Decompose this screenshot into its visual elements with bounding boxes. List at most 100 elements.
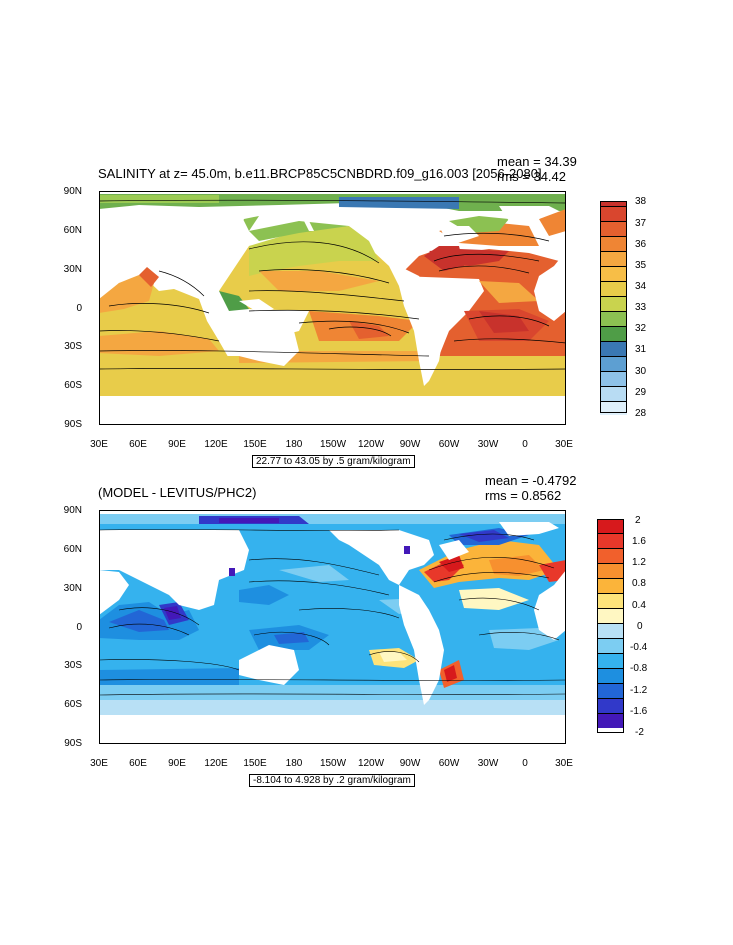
panel1-ylabel-0: 0 <box>76 303 82 314</box>
panel1-xlabel: 150E <box>243 439 267 450</box>
colorbar-swatch <box>600 312 627 327</box>
panel2-colorbar-label: -2 <box>635 727 644 738</box>
panel1-colorbar <box>600 201 627 415</box>
colorbar-swatch <box>600 267 627 282</box>
panel1-mean: mean = 34.39 <box>497 154 577 169</box>
panel1-colorbar-label: 34 <box>635 281 647 292</box>
panel1-ylabel-60n: 60N <box>63 225 82 236</box>
panel1-ylabel-90s: 90S <box>64 419 82 430</box>
panel2-ylabel-60s: 60S <box>64 699 82 710</box>
panel1-colorbar-label: 35 <box>635 260 647 271</box>
panel1-xlabel: 30W <box>477 439 499 450</box>
colorbar-swatch <box>600 342 627 357</box>
colorbar-swatch <box>597 534 624 549</box>
colorbar-swatch <box>600 387 627 402</box>
panel1-colorbar-label: 30 <box>635 366 647 377</box>
panel1-xlabel: 180 <box>285 439 303 450</box>
panel2-xlabel: 150W <box>319 758 347 769</box>
panel2-ylabel-30n: 30N <box>63 583 82 594</box>
panel1-contour-info: 22.77 to 43.05 by .5 gram/kilogram <box>252 455 415 468</box>
panel2-ylabel-90n: 90N <box>63 505 82 516</box>
colorbar-swatch <box>597 519 624 534</box>
colorbar-swatch <box>597 639 624 654</box>
panel1-contour-lines <box>99 199 566 370</box>
panel1-landmasses <box>99 206 566 425</box>
colorbar-swatch <box>600 297 627 312</box>
panel1-xlabel: 120E <box>204 439 228 450</box>
panel1-colorbar-label: 28 <box>635 408 647 419</box>
panel1-xlabel: 120W <box>357 439 385 450</box>
colorbar-swatch <box>600 207 627 222</box>
panel2-colorbar-label: 0.8 <box>632 578 646 589</box>
panel2-colorbar-label: 1.6 <box>632 536 646 547</box>
panel1-colorbar-label: 37 <box>635 218 647 229</box>
panel1-map <box>99 191 566 425</box>
colorbar-swatch <box>597 564 624 579</box>
colorbar-swatch <box>600 201 627 207</box>
panel2-colorbar-label: -1.6 <box>630 706 648 717</box>
colorbar-swatch <box>597 624 624 639</box>
panel1-colorbar-label: 38 <box>635 196 647 207</box>
panel2-ylabel-90s: 90S <box>64 738 82 749</box>
colorbar-swatch <box>600 402 627 415</box>
colorbar-swatch <box>600 357 627 372</box>
panel2-xlabel: 30E <box>555 758 573 769</box>
panel1-colorbar-label: 36 <box>635 239 647 250</box>
panel1-southern-ocean <box>99 356 566 396</box>
panel2-colorbar-label: -1.2 <box>630 685 648 696</box>
panel2-xlabel: 0 <box>522 758 528 769</box>
panel2-xlabel: 30E <box>90 758 108 769</box>
panel2-xlabel: 180 <box>285 758 303 769</box>
colorbar-swatch <box>597 579 624 594</box>
colorbar-swatch <box>597 549 624 564</box>
panel1-xlabel: 0 <box>522 439 528 450</box>
panel2-mean: mean = -0.4792 <box>485 473 577 488</box>
panel1-xlabel: 60E <box>129 439 147 450</box>
panel1-xlabel: 90W <box>399 439 421 450</box>
colorbar-swatch <box>597 684 624 699</box>
colorbar-swatch <box>600 222 627 237</box>
panel1-xlabel: 150W <box>319 439 347 450</box>
panel1-colorbar-label: 33 <box>635 302 647 313</box>
colorbar-swatch <box>600 372 627 387</box>
panel2-hudson-patch <box>404 546 410 554</box>
colorbar-swatch <box>597 654 624 669</box>
panel2-xlabel: 60E <box>129 758 147 769</box>
panel2-colorbar-label: -0.8 <box>630 663 648 674</box>
panel2-colorbar <box>597 519 624 733</box>
panel2-ylabel-0: 0 <box>76 622 82 633</box>
panel1-colorbar-frame <box>600 201 627 413</box>
panel1-title: SALINITY at z= 45.0m, b.e11.BRCP85C5CNBD… <box>98 166 542 181</box>
panel2-xlabel: 120W <box>357 758 385 769</box>
panel1-colorbar-label: 29 <box>635 387 647 398</box>
panel2-rms: rms = 0.8562 <box>485 488 562 503</box>
panel2-contour-info: -8.104 to 4.928 by .2 gram/kilogram <box>249 774 415 787</box>
colorbar-swatch <box>597 669 624 684</box>
panel2-colorbar-label: -0.4 <box>630 642 648 653</box>
panel1-colorbar-label: 31 <box>635 344 647 355</box>
panel2-colorbar-label: 2 <box>635 515 641 526</box>
panel2-contour-lines <box>99 529 566 696</box>
colorbar-swatch <box>600 252 627 267</box>
colorbar-swatch <box>597 594 624 609</box>
panel2-xlabel: 150E <box>243 758 267 769</box>
colorbar-swatch <box>600 282 627 297</box>
panel2-xlabel: 60W <box>438 758 460 769</box>
panel2-caspian-patch <box>229 568 235 576</box>
panel2-title: (MODEL - LEVITUS/PHC2) <box>98 485 257 500</box>
panel1-xlabel: 60W <box>438 439 460 450</box>
panel1-ylabel-30n: 30N <box>63 264 82 275</box>
panel2-map <box>99 510 566 744</box>
panel1-xlabel: 30E <box>555 439 573 450</box>
panel2-xlabel: 90W <box>399 758 421 769</box>
panel2-colorbar-frame <box>597 519 624 733</box>
colorbar-swatch <box>600 237 627 252</box>
panel2-ylabel-30s: 30S <box>64 660 82 671</box>
panel2-colorbar-label: 1.2 <box>632 557 646 568</box>
panel2-colorbar-label: 0 <box>637 621 643 632</box>
colorbar-swatch <box>597 699 624 714</box>
panel1-ylabel-30s: 30S <box>64 341 82 352</box>
panel1-ylabel-60s: 60S <box>64 380 82 391</box>
colorbar-swatch <box>600 327 627 342</box>
panel1-colorbar-label: 32 <box>635 323 647 334</box>
